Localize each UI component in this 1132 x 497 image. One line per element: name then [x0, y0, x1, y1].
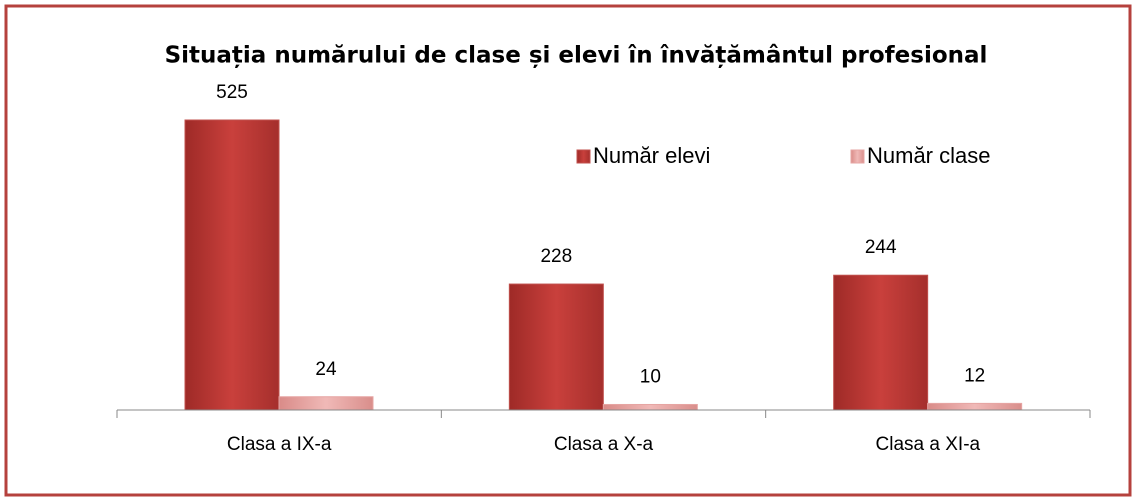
- value-label: 525: [216, 82, 248, 103]
- value-label: 12: [964, 365, 985, 386]
- value-label: 244: [865, 237, 897, 258]
- value-label: 228: [540, 246, 572, 267]
- x-tick-label: Clasa a XI-a: [876, 434, 981, 455]
- bar: [602, 403, 698, 411]
- bar: [927, 402, 1023, 411]
- chart-title: Situația numărului de clase și elevi în …: [165, 43, 988, 69]
- bar: [184, 119, 280, 411]
- value-label: 10: [640, 366, 661, 387]
- bar: [833, 274, 929, 411]
- legend-swatch: [850, 149, 865, 164]
- bar: [278, 396, 374, 411]
- value-label: 24: [315, 359, 337, 380]
- x-tick-label: Clasa a X-a: [554, 434, 654, 455]
- legend-swatch: [576, 149, 591, 164]
- x-tick-label: Clasa a IX-a: [227, 434, 332, 455]
- legend-label: Număr elevi: [593, 143, 710, 168]
- bar: [508, 283, 604, 411]
- legend-label: Număr clase: [867, 143, 990, 168]
